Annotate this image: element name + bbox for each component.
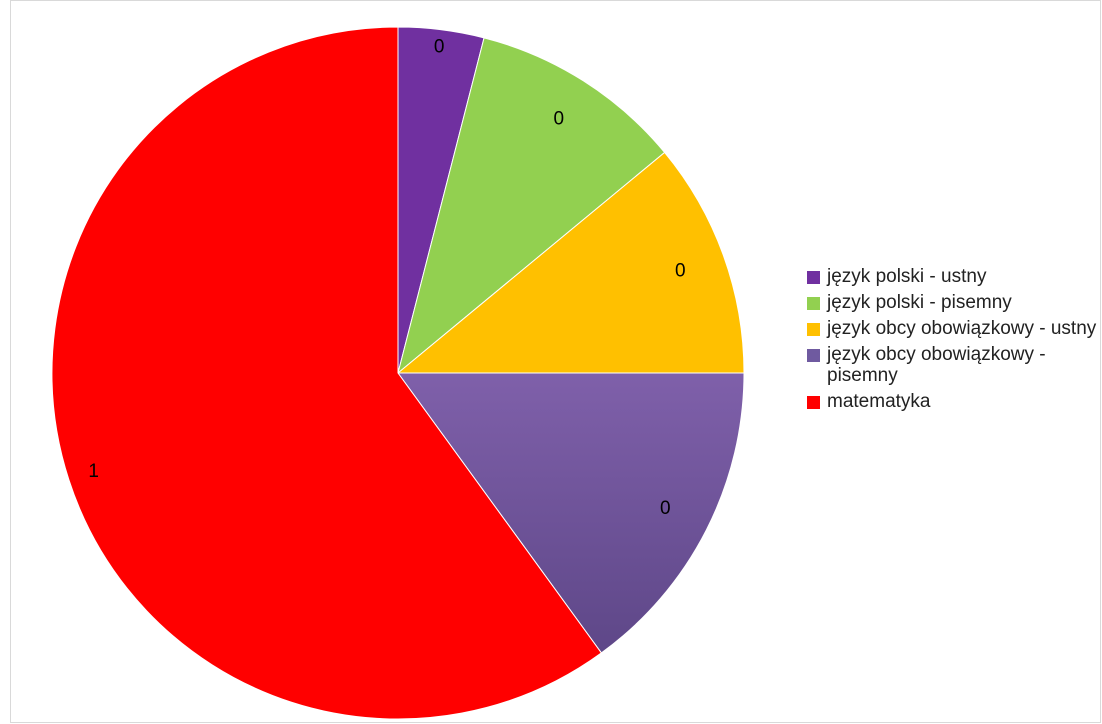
legend-item-5: matematyka <box>807 391 1102 412</box>
pie-slice-2 <box>397 37 666 375</box>
legend-item-1: język polski - ustny <box>807 266 1102 287</box>
data-label-4: 0 <box>660 498 671 519</box>
legend-label-2: język polski - pisemny <box>827 292 1012 313</box>
legend-item-4: język obcy obowiązkowy - pisemny <box>807 344 1102 386</box>
legend-label-4: język obcy obowiązkowy - pisemny <box>827 344 1046 386</box>
pie-chart: 0 0 0 0 1 <box>51 26 745 720</box>
legend-swatch-5 <box>807 396 820 409</box>
legend-label-3: język obcy obowiązkowy - ustny <box>827 318 1097 339</box>
legend-swatch-4 <box>807 349 820 362</box>
legend-label-5: matematyka <box>827 391 931 412</box>
legend-swatch-2 <box>807 297 820 310</box>
pie-slice-4 <box>397 372 745 654</box>
legend: język polski - ustny język polski - pisem… <box>807 266 1102 417</box>
legend-swatch-1 <box>807 271 820 284</box>
pie-slice-5 <box>51 26 603 720</box>
legend-item-3: język obcy obowiązkowy - ustny <box>807 318 1102 339</box>
pie-slice-3 <box>396 151 745 374</box>
legend-item-2: język polski - pisemny <box>807 292 1102 313</box>
legend-label-1: język polski - ustny <box>827 266 987 287</box>
data-label-2: 0 <box>553 109 564 130</box>
legend-swatch-3 <box>807 323 820 336</box>
data-label-3: 0 <box>675 260 686 281</box>
data-label-1: 0 <box>434 37 445 58</box>
data-label-5: 1 <box>88 461 99 482</box>
